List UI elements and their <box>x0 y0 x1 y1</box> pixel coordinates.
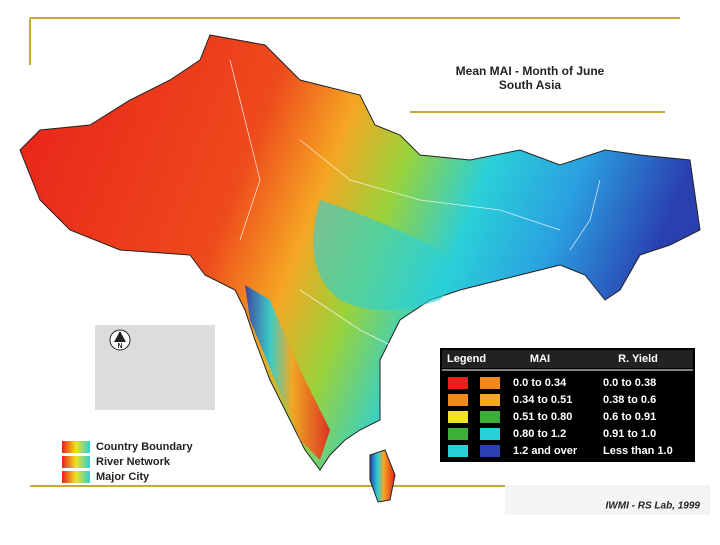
key-swatch <box>62 441 90 453</box>
legend-mai: 0.51 to 0.80 <box>513 411 572 423</box>
legend-swatch <box>480 428 500 440</box>
legend-mai-heading: MAI <box>530 353 550 365</box>
legend-mai: 0.80 to 1.2 <box>513 428 566 440</box>
legend-swatch <box>480 377 500 389</box>
compass-box: N <box>95 325 215 410</box>
key-swatch <box>62 456 90 468</box>
slide-decoration <box>29 17 680 487</box>
legend-swatch <box>448 445 468 457</box>
key-swatch <box>62 471 90 483</box>
legend-mai: 1.2 and over <box>513 445 578 457</box>
map-key: Country Boundary River Network Major City <box>62 441 193 483</box>
legend-heading: Legend <box>447 353 486 365</box>
credit: IWMI - RS Lab, 1999 <box>606 501 701 512</box>
legend-swatch <box>448 411 468 423</box>
key-label: River Network <box>96 456 171 468</box>
compass-label: N <box>117 343 122 350</box>
map <box>19 34 701 503</box>
legend-swatch <box>480 394 500 406</box>
legend-yield: 0.91 to 1.0 <box>603 428 656 440</box>
legend-yield: 0.6 to 0.91 <box>603 411 656 423</box>
legend-yield-heading: R. Yield <box>618 353 658 365</box>
legend-yield: 0.38 to 0.6 <box>603 394 656 406</box>
legend-mai: 0.0 to 0.34 <box>513 377 567 389</box>
legend-yield: 0.0 to 0.38 <box>603 377 656 389</box>
key-label: Country Boundary <box>96 441 193 453</box>
legend-swatch <box>448 394 468 406</box>
legend-swatch <box>448 428 468 440</box>
key-label: Major City <box>96 471 150 483</box>
map-subtitle: South Asia <box>499 78 562 92</box>
map-title: Mean MAI - Month of June <box>456 64 605 78</box>
legend-yield: Less than 1.0 <box>603 445 673 457</box>
legend: Legend MAI R. Yield 0.0 to 0.34 0.0 to 0.… <box>440 348 695 462</box>
legend-mai: 0.34 to 0.51 <box>513 394 572 406</box>
legend-swatch <box>480 445 500 457</box>
legend-swatch <box>480 411 500 423</box>
legend-swatch <box>448 377 468 389</box>
credit-box <box>505 485 710 515</box>
